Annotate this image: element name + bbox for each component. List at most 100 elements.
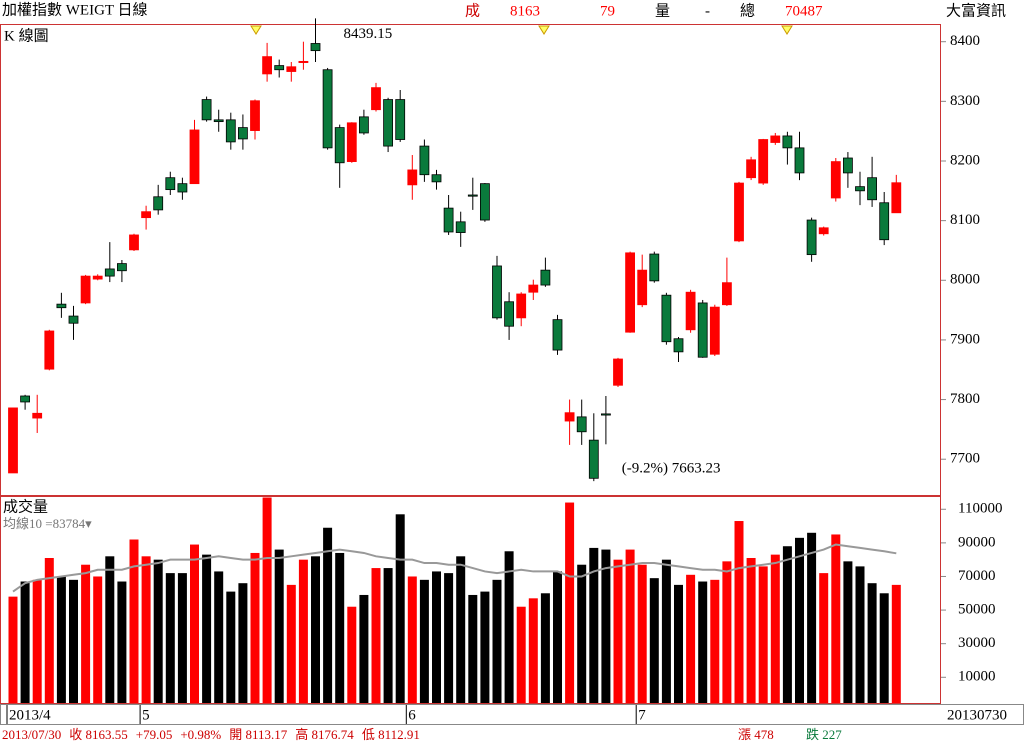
- y-tick-label: 70000: [958, 568, 996, 584]
- volume-bar: [819, 573, 829, 703]
- y-tick-label: 8400: [950, 33, 980, 49]
- candle-body: [443, 207, 454, 233]
- candle-body: [189, 129, 200, 185]
- candle-body: [455, 221, 466, 233]
- candle-body: [709, 306, 720, 355]
- candle-body: [44, 330, 55, 370]
- volume-bar: [891, 584, 901, 703]
- candle-body: [358, 116, 369, 134]
- candle-body: [250, 100, 260, 131]
- volume-bar: [8, 596, 18, 703]
- annotation: (-9.2%) 7663.23: [622, 461, 721, 477]
- status-item: 跌 227: [806, 727, 842, 742]
- brand: 大富資訊: [946, 1, 1006, 19]
- volume-bar: [480, 591, 490, 703]
- volume-bar: [56, 576, 66, 703]
- volume-bar: [81, 564, 91, 703]
- volume-bar: [589, 547, 599, 703]
- volume-bar: [553, 571, 562, 703]
- candle-body: [528, 284, 539, 293]
- volume-bar: [383, 568, 393, 703]
- candle-body: [371, 87, 381, 111]
- end-date: 20130730: [947, 707, 1007, 723]
- volume-bar: [238, 583, 248, 703]
- candle-body: [395, 99, 406, 140]
- volume-bar: [698, 581, 708, 703]
- volume-bar: [69, 579, 78, 703]
- volume-bar: [601, 549, 611, 703]
- candle-body: [540, 269, 551, 286]
- quote-item: 8163: [510, 3, 540, 19]
- candle-body: [879, 202, 890, 241]
- volume-bar: [758, 566, 768, 703]
- volume-bar: [468, 594, 478, 703]
- status-item: 高 8176.74: [295, 727, 354, 742]
- volume-bar: [335, 552, 345, 703]
- candle-body: [855, 186, 865, 192]
- marker: [250, 25, 262, 35]
- volume-bar: [165, 573, 175, 703]
- y-tick-label: 7900: [950, 331, 980, 347]
- volume-bar: [492, 579, 502, 703]
- volume-bar: [504, 551, 514, 703]
- candle-body: [613, 358, 623, 386]
- candle-body: [685, 291, 696, 331]
- volume-bar: [93, 576, 103, 703]
- candle-body: [165, 177, 176, 191]
- candle-body: [68, 315, 79, 324]
- candle-body: [625, 252, 635, 333]
- volume-bar: [105, 556, 115, 703]
- header-title: 加權指數 WEIGT 日線: [2, 1, 148, 18]
- candle-body: [794, 147, 805, 174]
- volume-bar: [746, 557, 756, 703]
- volume-bar: [395, 514, 405, 703]
- month-label: 6: [408, 707, 416, 723]
- volume-bar: [734, 521, 744, 703]
- candle-body: [298, 60, 309, 63]
- candle-body: [637, 269, 648, 306]
- candle-body: [322, 69, 333, 149]
- candle-body: [431, 174, 442, 183]
- candle-body: [806, 219, 817, 256]
- candle-body: [758, 139, 769, 184]
- candle-body: [649, 253, 660, 282]
- candle-body: [262, 56, 273, 75]
- volume-bar: [686, 574, 696, 703]
- candle-body: [891, 182, 902, 214]
- candle-body: [274, 65, 285, 71]
- candle-body: [383, 99, 394, 147]
- volume-panel: [0, 496, 941, 704]
- candle-body: [117, 263, 127, 272]
- volume-bar: [867, 583, 877, 703]
- volume-bar: [540, 593, 550, 703]
- volume-bar: [226, 591, 236, 703]
- volume-bar: [770, 554, 780, 703]
- volume-bar: [286, 584, 296, 703]
- volume-bar: [855, 566, 865, 703]
- candle-body: [177, 183, 188, 193]
- volume-bar: [613, 559, 623, 703]
- volume-bar: [565, 502, 575, 703]
- y-tick-label: 8300: [950, 93, 980, 109]
- ma-label: 均線10 =83784▾: [3, 516, 92, 531]
- volume-bar: [419, 579, 429, 703]
- candle-body: [346, 122, 357, 162]
- candle-body: [419, 145, 430, 176]
- candle-body: [564, 412, 575, 422]
- status-item: +0.98%: [180, 727, 221, 742]
- volume-bar: [637, 564, 647, 703]
- candle-body: [722, 282, 732, 306]
- volume-bar: [117, 581, 127, 703]
- candle-body: [601, 413, 611, 416]
- status-item: 2013/07/30: [2, 727, 61, 742]
- volume-bar: [843, 561, 853, 703]
- candle-body: [818, 227, 829, 235]
- volume-bar: [311, 556, 320, 703]
- volume-bar: [649, 578, 659, 703]
- volume-bar: [250, 552, 260, 703]
- candle-body: [576, 416, 587, 433]
- volume-bar: [190, 544, 199, 703]
- candle-body: [286, 66, 297, 72]
- volume-bar: [347, 606, 357, 703]
